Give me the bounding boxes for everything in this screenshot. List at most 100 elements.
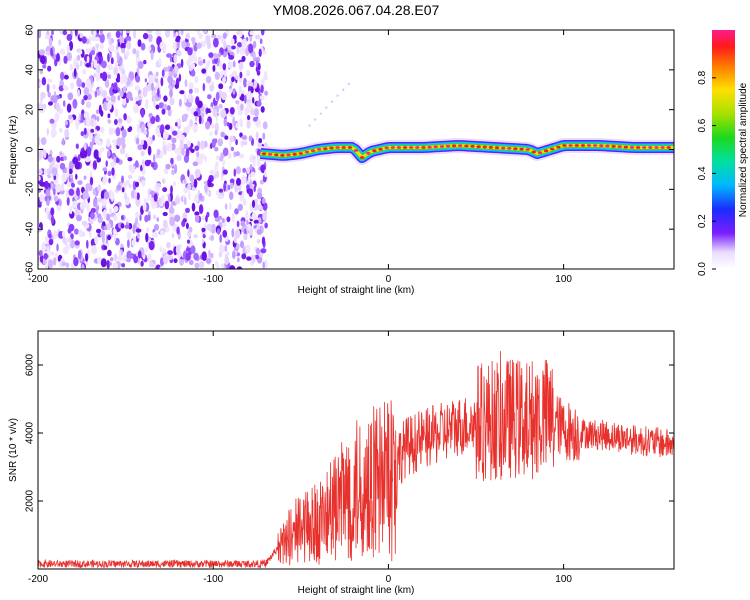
noise-blob <box>101 71 108 82</box>
noise-blob <box>76 78 82 87</box>
noise-blob <box>68 237 72 244</box>
noise-blob <box>231 76 235 83</box>
noise-blob <box>218 52 222 58</box>
noise-blob <box>38 137 41 147</box>
noise-blob <box>121 175 124 184</box>
noise-blob <box>195 157 202 163</box>
noise-blob <box>134 96 140 102</box>
noise-blob <box>230 45 236 50</box>
noise-blob <box>145 247 148 253</box>
noise-blob <box>253 80 258 89</box>
noise-blob <box>148 112 153 118</box>
signal-peak <box>580 144 586 147</box>
signal-peak <box>421 146 426 149</box>
noise-blob <box>152 231 158 238</box>
noise-blob <box>80 131 85 137</box>
noise-blob <box>255 131 259 141</box>
noise-blob <box>124 192 127 200</box>
noise-blob <box>115 127 121 137</box>
noise-blob <box>95 43 100 48</box>
noise-blob <box>38 250 43 257</box>
noise-blob <box>183 187 189 194</box>
noise-blob <box>93 149 99 160</box>
noise-blob <box>59 162 66 170</box>
noise-blob <box>111 128 116 135</box>
noise-blob <box>106 222 111 231</box>
signal-peak <box>666 146 671 149</box>
noise-blob <box>104 79 110 88</box>
noise-blob <box>159 246 163 253</box>
noise-blob <box>82 68 87 75</box>
noise-blob <box>223 118 228 127</box>
noise-blob <box>160 194 165 204</box>
signal-peak <box>543 149 549 153</box>
signal-peak <box>329 146 334 150</box>
noise-blob <box>48 238 54 246</box>
stray-point <box>336 94 339 97</box>
noise-blob <box>196 151 200 158</box>
noise-blob <box>122 99 126 106</box>
signal-peak <box>402 146 408 149</box>
noise-blob <box>248 43 254 54</box>
noise-blob <box>121 263 126 268</box>
noise-blob <box>111 167 115 176</box>
noise-blob <box>135 160 139 168</box>
noise-blob <box>72 98 78 109</box>
noise-blob <box>212 109 218 117</box>
snr-xtick-label: -200 <box>28 574 48 585</box>
noise-blob <box>260 84 264 94</box>
noise-blob <box>249 60 255 68</box>
noise-blob <box>66 33 73 42</box>
noise-blob <box>219 61 223 70</box>
noise-blob <box>231 228 235 238</box>
signal-peak <box>286 153 291 157</box>
noise-blob <box>94 36 100 42</box>
noise-blob <box>250 108 256 116</box>
noise-blob <box>218 83 224 90</box>
noise-blob <box>39 181 46 187</box>
noise-blob <box>94 129 98 135</box>
noise-blob <box>50 207 55 216</box>
noise-blob <box>187 183 192 190</box>
noise-blob <box>43 253 48 260</box>
noise-blob <box>194 168 201 178</box>
signal-peak <box>304 150 310 154</box>
noise-blob <box>181 40 187 49</box>
noise-blob <box>222 230 228 238</box>
signal-peak <box>513 147 518 151</box>
noise-blob <box>263 70 268 79</box>
noise-blob <box>176 41 180 49</box>
noise-blob <box>99 33 105 44</box>
noise-blob <box>224 203 228 210</box>
noise-blob <box>222 169 228 175</box>
noise-blob <box>38 169 43 175</box>
noise-blob <box>174 164 178 174</box>
noise-blob <box>160 229 165 236</box>
signal-peak <box>599 144 604 148</box>
noise-blob <box>63 55 68 64</box>
noise-blob <box>78 229 84 238</box>
noise-blob <box>51 30 54 36</box>
noise-blob <box>143 130 148 136</box>
noise-blob <box>152 134 155 141</box>
noise-blob <box>173 54 177 64</box>
noise-blob <box>175 244 181 255</box>
noise-blob <box>59 30 63 35</box>
noise-blob <box>144 78 148 83</box>
noise-blob <box>218 104 223 109</box>
colorbar-tick-label: 0.2 <box>697 214 708 228</box>
noise-blob <box>246 219 249 225</box>
noise-blob <box>171 79 176 87</box>
spectrogram-marks <box>38 30 674 269</box>
noise-blob <box>87 93 92 101</box>
noise-blob <box>47 155 54 163</box>
noise-blob <box>247 115 251 121</box>
noise-blob <box>97 184 102 192</box>
noise-blob <box>238 85 242 93</box>
stray-point <box>347 82 351 85</box>
noise-blob <box>221 218 225 223</box>
noise-blob <box>239 195 243 202</box>
noise-blob <box>262 132 266 140</box>
noise-blob <box>91 30 94 36</box>
